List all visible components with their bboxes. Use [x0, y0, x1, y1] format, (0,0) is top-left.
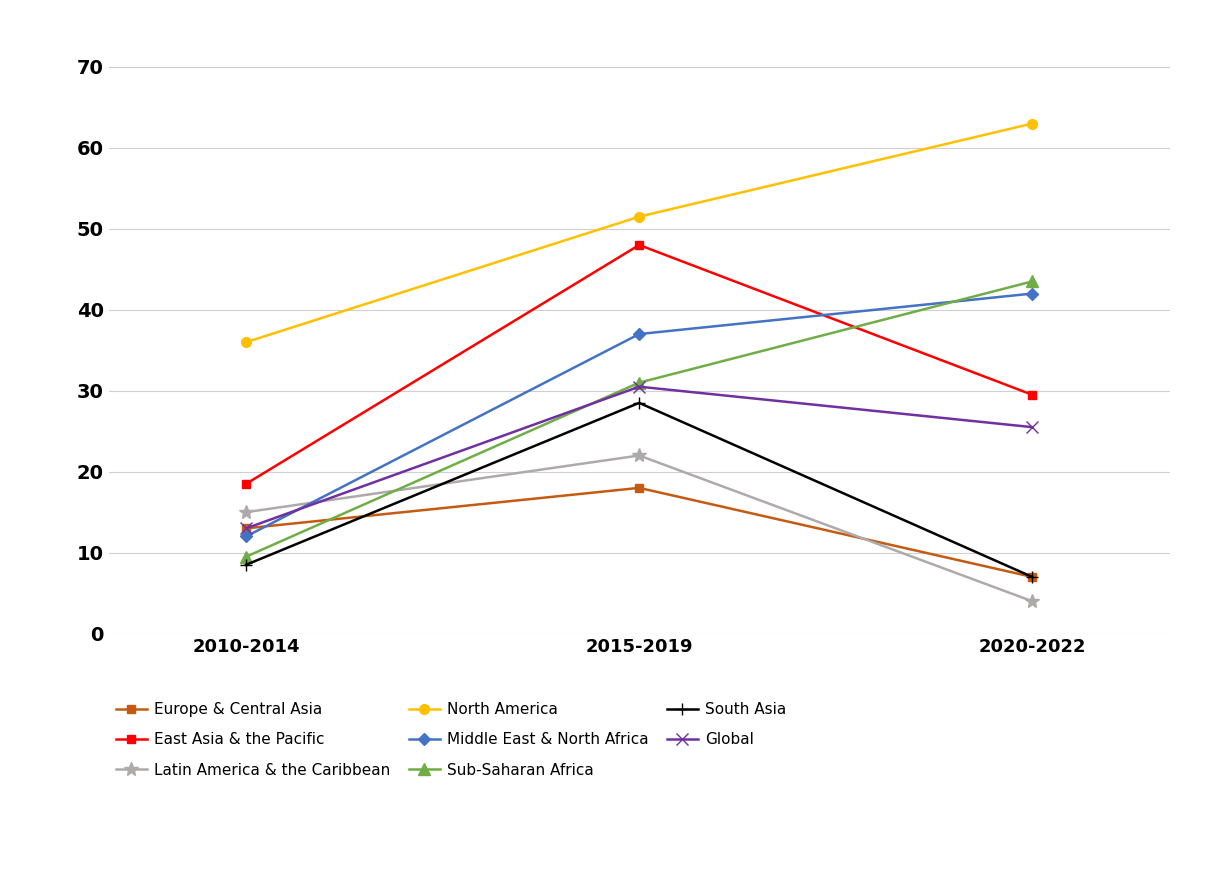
- Line: Europe & Central Asia: Europe & Central Asia: [242, 484, 1036, 581]
- East Asia & the Pacific: [239, 479, 253, 489]
- Line: Middle East & North Africa: Middle East & North Africa: [242, 290, 1036, 540]
- Line: East Asia & the Pacific: East Asia & the Pacific: [242, 241, 1036, 488]
- Line: North America: North America: [241, 119, 1037, 347]
- South Asia: [1025, 572, 1040, 583]
- North America: [1025, 118, 1040, 128]
- Middle East & North Africa: [1025, 289, 1040, 299]
- Sub-Saharan Africa: [239, 552, 253, 562]
- Global: [632, 381, 646, 392]
- Legend: Europe & Central Asia, East Asia & the Pacific, Latin America & the Caribbean, N: Europe & Central Asia, East Asia & the P…: [116, 702, 786, 778]
- Line: Sub-Saharan Africa: Sub-Saharan Africa: [240, 275, 1038, 562]
- South Asia: [632, 398, 646, 408]
- North America: [632, 211, 646, 222]
- Sub-Saharan Africa: [1025, 276, 1040, 287]
- Latin America & the Caribbean: [1025, 596, 1040, 606]
- Global: [1025, 422, 1040, 432]
- Europe & Central Asia: [1025, 572, 1040, 583]
- Line: Global: Global: [240, 381, 1038, 534]
- Line: South Asia: South Asia: [240, 397, 1038, 583]
- Middle East & North Africa: [239, 532, 253, 542]
- East Asia & the Pacific: [632, 239, 646, 250]
- Line: Latin America & the Caribbean: Latin America & the Caribbean: [239, 449, 1040, 608]
- Latin America & the Caribbean: [239, 507, 253, 517]
- East Asia & the Pacific: [1025, 390, 1040, 400]
- Global: [239, 523, 253, 533]
- Europe & Central Asia: [239, 523, 253, 533]
- Europe & Central Asia: [632, 482, 646, 493]
- Middle East & North Africa: [632, 329, 646, 340]
- North America: [239, 337, 253, 348]
- Latin America & the Caribbean: [632, 451, 646, 461]
- South Asia: [239, 560, 253, 570]
- Sub-Saharan Africa: [632, 378, 646, 388]
